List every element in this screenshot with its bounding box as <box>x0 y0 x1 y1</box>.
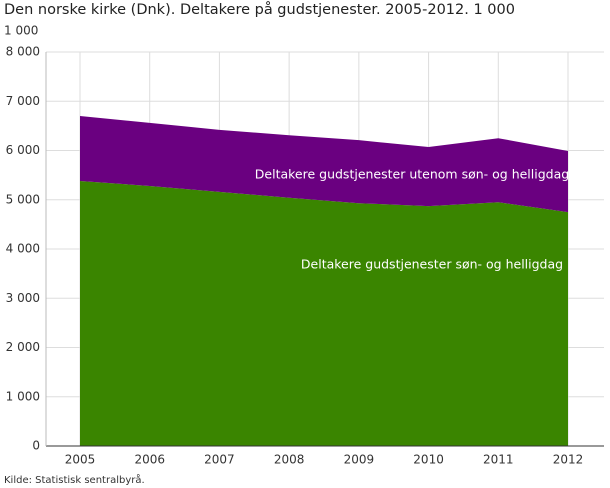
x-tick-label: 2008 <box>274 453 305 467</box>
chart-title: Den norske kirke (Dnk). Deltakere på gud… <box>4 1 515 18</box>
y-tick-label: 4 000 <box>6 242 40 256</box>
x-tick-label: 2005 <box>65 453 96 467</box>
y-tick-label: 2 000 <box>6 340 40 354</box>
y-tick-label: 1 000 <box>6 389 40 403</box>
series-label: Deltakere gudstjenester utenom søn- og h… <box>255 167 569 182</box>
x-tick-label: 2010 <box>413 453 444 467</box>
x-tick-label: 2006 <box>134 453 165 467</box>
y-tick-label: 0 <box>32 439 40 453</box>
y-tick-label: 5 000 <box>6 192 40 206</box>
series-label: Deltakere gudstjenester søn- og helligda… <box>301 257 563 272</box>
y-tick-label: 3 000 <box>6 291 40 305</box>
source: Kilde: Statistisk sentralbyrå. <box>4 473 145 486</box>
y-tick-label: 7 000 <box>6 94 40 108</box>
y-tick-label: 8 000 <box>6 45 40 59</box>
area <box>80 116 568 213</box>
y-tick-label: 6 000 <box>6 143 40 157</box>
x-tick-label: 2011 <box>483 453 514 467</box>
x-tick-label: 2009 <box>344 453 375 467</box>
x-tick-label: 2012 <box>553 453 584 467</box>
x-tick-label: 2007 <box>204 453 235 467</box>
y-unit-label: 1 000 <box>4 24 38 38</box>
area <box>80 181 568 446</box>
